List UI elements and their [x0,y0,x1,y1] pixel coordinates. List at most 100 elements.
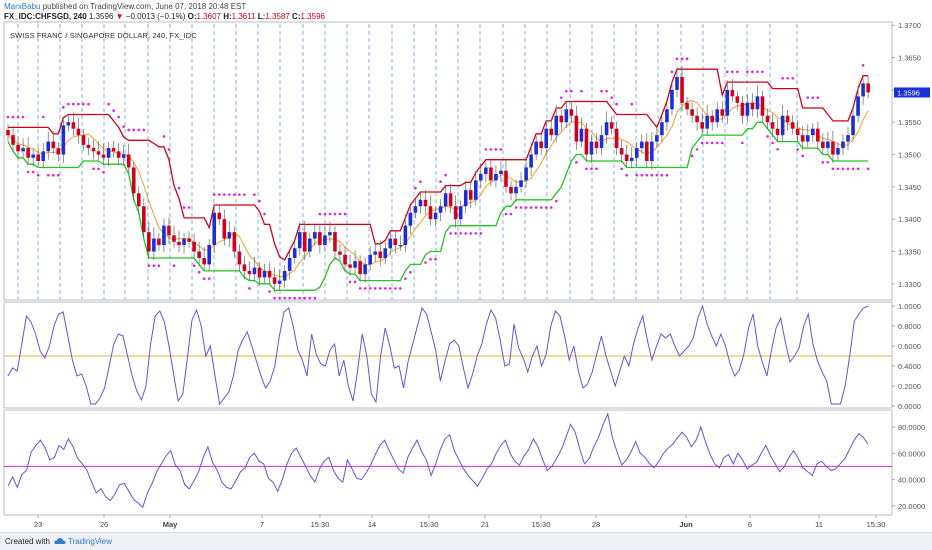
time-tick-label: 15:30 [420,520,439,529]
sar-dot [298,296,302,300]
bull-candle [413,206,418,213]
oscillator-pane-2[interactable]: 80.0000 60.0000 40.0000 20.0000 [4,412,925,511]
bull-candle [725,89,730,116]
bull-candle [529,154,533,168]
bull-candle [368,254,372,265]
bull-candle [207,245,211,265]
bear-candle [237,251,242,265]
price-tick-label: 1.3500 [898,151,921,160]
bull-candle [484,167,488,174]
sar-dot [751,70,754,74]
lower-channel-line [7,121,869,291]
bear-candle [86,144,91,149]
sar-dot [62,106,65,109]
sar-dot [821,160,825,164]
bear-candle [549,128,554,136]
close-label: C: [292,12,301,21]
sar-dot [826,160,830,164]
bull-candle [66,122,71,126]
sar-dot [595,167,598,171]
high-value: 1.3611 [231,12,256,21]
bear-candle [202,257,206,265]
sar-dot [836,167,840,171]
bear-candle [750,102,755,110]
sar-dot [172,264,176,268]
bull-candle [297,232,302,249]
bear-candle [111,148,116,152]
bear-candle [695,115,699,123]
oscillator-1-tick-label: 0.8000 [898,322,921,331]
bull-candle [554,115,559,136]
upper-channel-line [8,68,869,261]
sar-dot [695,148,699,151]
time-tick-label: 23 [34,520,42,529]
sar-dot [409,270,412,274]
oscillator-pane-1[interactable]: 1.0000 0.8000 0.6000 0.4000 0.2000 0.0000 [4,302,921,411]
sar-dot [288,296,291,300]
bear-candle [217,212,222,220]
change-down-icon: ▼ [115,12,124,21]
tradingview-cloud-icon [54,538,66,544]
sar-dot [746,70,749,74]
bear-candle [816,128,820,142]
sar-dot [429,257,432,261]
bear-candle [358,261,362,275]
sar-dot [313,296,317,300]
bear-candle [222,219,227,239]
sar-dot [610,96,613,99]
sar-dot [46,173,50,177]
sar-dot [358,287,362,290]
sar-dot [725,70,729,74]
bear-candle [232,232,237,252]
published-text: published on TradingView.com, June 07, 2… [42,2,247,11]
sar-dot [715,141,719,145]
bear-candle [594,141,599,149]
price-scale[interactable]: 1.37001.36501.36001.35501.35001.34501.34… [892,21,930,289]
bear-candle [866,83,870,93]
bear-candle [800,135,805,142]
sar-dot [861,64,865,67]
bear-candle [96,151,101,155]
sar-dot [293,296,297,300]
sar-dot [811,96,815,99]
low-label: L: [257,12,266,21]
sar-dot [856,167,860,171]
author-link[interactable]: MarxBabu [4,2,41,11]
time-scale[interactable]: 23 26 May 7 15:30 14 15:30 21 15:30 28 Jun 6 11 15:30 [4,514,892,529]
oscillator-1-tick-label: 1.0000 [898,302,921,311]
sar-dot [162,135,166,138]
sar-dot [222,193,226,196]
bear-candle [740,102,745,116]
bear-candle [760,96,765,116]
bull-candle [755,96,760,110]
sar-dot [142,128,146,132]
vertical-grid [17,24,798,300]
sar-dot [51,173,55,177]
sar-dot [866,167,870,171]
sar-dot [263,212,266,216]
sar-dot [590,167,593,171]
sar-dot [404,277,407,280]
sar-dot [31,170,35,174]
sar-dot [353,280,357,284]
bull-candle [534,141,538,155]
sar-dot [796,148,800,151]
bear-candle [242,264,247,271]
tradingview-brand[interactable]: TradingView [68,537,113,546]
bull-candle [388,238,393,249]
sar-dot [519,206,523,209]
chart-area[interactable]: 1.0000 0.8000 0.6000 0.4000 0.2000 0.0000 80.… [0,0,932,532]
bear-candle [393,238,398,246]
bear-candle [177,241,181,246]
bear-candle [126,154,131,168]
bull-candle [705,115,709,129]
sar-dot [539,206,543,209]
sar-dot [273,296,276,300]
bull-candle [841,141,845,149]
sar-dot [479,232,483,235]
bull-candle [494,173,498,181]
sar-dot [107,102,110,106]
sar-dot [690,154,694,158]
bull-candle [514,186,518,194]
price-pane[interactable] [6,57,870,300]
